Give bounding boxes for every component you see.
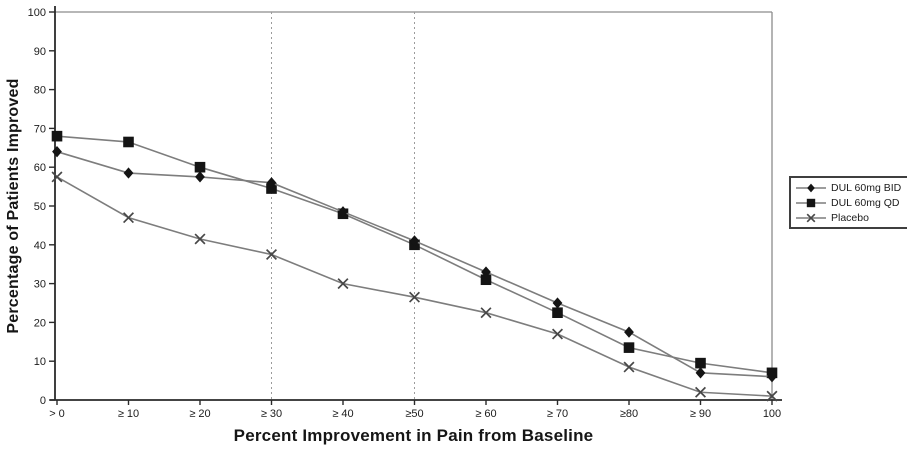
legend-label: Placebo <box>831 211 869 224</box>
square-legend-marker-icon <box>796 198 826 207</box>
data-point-diamond <box>624 326 634 338</box>
y-tick-label: 20 <box>34 317 46 329</box>
data-point-x <box>122 212 135 224</box>
data-point-x <box>623 361 635 373</box>
data-point-x <box>51 171 63 183</box>
legend-item: DUL 60mg BID <box>795 180 901 195</box>
data-point-diamond <box>52 146 62 158</box>
x-tick-label: ≥ 10 <box>118 408 139 420</box>
x-tick-label: ≥50 <box>405 408 423 420</box>
x-tick-label: ≥80 <box>620 408 638 420</box>
data-point-diamond <box>338 206 348 218</box>
x-tick-label: ≥ 20 <box>189 408 210 420</box>
y-tick-label: 70 <box>34 123 46 135</box>
data-point-x <box>551 328 564 340</box>
y-tick-label: 30 <box>34 279 46 291</box>
data-point-diamond <box>767 371 777 383</box>
diamond-legend-marker-icon <box>796 183 826 192</box>
y-tick-label: 80 <box>34 85 46 97</box>
data-point-diamond <box>552 297 563 309</box>
data-point-x <box>694 386 707 398</box>
data-point-diamond <box>695 367 706 379</box>
data-point-diamond <box>807 183 815 192</box>
data-point-square <box>695 357 706 369</box>
data-point-x <box>408 291 421 303</box>
y-tick-label: 50 <box>34 201 46 213</box>
legend-item: DUL 60mg QD <box>795 195 901 210</box>
x-tick-label: ≥ 70 <box>547 408 568 420</box>
x-tick-label: ≥ 40 <box>332 408 353 420</box>
y-tick-label: 90 <box>34 46 46 58</box>
data-point-square <box>194 161 206 173</box>
x-tick-label: ≥ 60 <box>475 408 496 420</box>
data-point-diamond <box>195 171 205 183</box>
data-point-diamond <box>409 235 420 247</box>
y-tick-label: 60 <box>34 162 46 174</box>
legend-item: Placebo <box>795 210 901 225</box>
y-tick-label: 0 <box>40 395 46 407</box>
y-tick-label: 40 <box>34 240 46 252</box>
data-point-square <box>806 198 816 207</box>
x-legend-marker-icon <box>796 213 826 222</box>
y-axis-title: Percentage of Patients Improved <box>5 78 22 334</box>
legend: DUL 60mg BID DUL 60mg QD Placebo <box>789 176 907 229</box>
data-point-x <box>337 278 349 290</box>
data-point-square <box>552 307 563 318</box>
data-point-x <box>806 213 816 222</box>
data-point-diamond <box>266 177 277 189</box>
data-point-square <box>266 183 277 194</box>
x-axis-title: Percent Improvement in Pain from Baselin… <box>233 426 594 445</box>
legend-label: DUL 60mg BID <box>831 181 902 194</box>
data-point-square <box>51 130 63 142</box>
data-point-x <box>194 233 206 245</box>
legend-label: DUL 60mg QD <box>831 196 900 209</box>
data-point-square <box>123 136 134 148</box>
x-tick-label: ≥ 90 <box>690 408 711 420</box>
x-tick-label: 100 <box>763 408 781 420</box>
y-tick-label: 100 <box>28 7 46 19</box>
data-point-x <box>265 248 278 261</box>
data-point-square <box>480 274 492 286</box>
data-point-diamond <box>481 266 491 278</box>
data-point-x <box>766 390 778 402</box>
data-point-x <box>480 307 492 319</box>
x-tick-label: > 0 <box>49 408 65 420</box>
data-point-square <box>623 342 635 353</box>
x-tick-label: ≥ 30 <box>261 408 282 420</box>
data-point-diamond <box>123 167 134 179</box>
y-tick-label: 10 <box>34 356 46 368</box>
